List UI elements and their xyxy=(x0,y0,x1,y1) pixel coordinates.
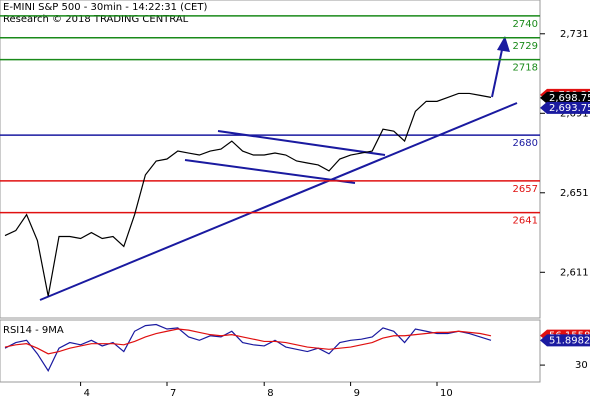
arrow xyxy=(491,44,504,98)
chart-subtitle: Research © 2018 TRADING CENTRAL xyxy=(3,14,189,25)
level-label: 2729 xyxy=(513,41,538,52)
x-tick-label: 7 xyxy=(170,388,176,399)
series-line xyxy=(4,328,492,355)
series-line xyxy=(4,92,492,297)
x-tick-label: 4 xyxy=(84,388,90,399)
rsi-tag-label: 51.8982 xyxy=(549,335,590,346)
y-tick-label: 2,651 xyxy=(560,188,589,199)
price-tag-label: 2,698.75 xyxy=(549,93,590,104)
rsi-tick-label: 30 xyxy=(575,360,588,371)
level-label: 2680 xyxy=(513,138,538,149)
rsi-label: RSI14 - 9MA xyxy=(3,325,64,336)
trendline xyxy=(184,159,356,184)
arrow-head xyxy=(497,36,510,52)
chart-title: E-MINI S&P 500 - 30min - 14:22:31 (CET) xyxy=(3,2,207,13)
x-tick-label: 10 xyxy=(440,388,453,399)
price-tag-label: 2,693.75 xyxy=(549,103,590,114)
level-label: 2718 xyxy=(513,63,538,74)
x-tick-label: 8 xyxy=(267,388,273,399)
rsi-panel xyxy=(0,319,541,383)
level-label: 2740 xyxy=(513,19,538,30)
price-tag xyxy=(540,101,590,114)
x-tick-label: 9 xyxy=(354,388,360,399)
y-tick-label: 2,611 xyxy=(560,267,589,278)
level-label: 2641 xyxy=(513,216,538,227)
y-tick-label: 2,731 xyxy=(560,29,589,40)
price-tag xyxy=(540,91,590,104)
price-panel xyxy=(0,0,541,319)
level-label: 2657 xyxy=(513,184,538,195)
rsi-tag xyxy=(540,334,590,347)
